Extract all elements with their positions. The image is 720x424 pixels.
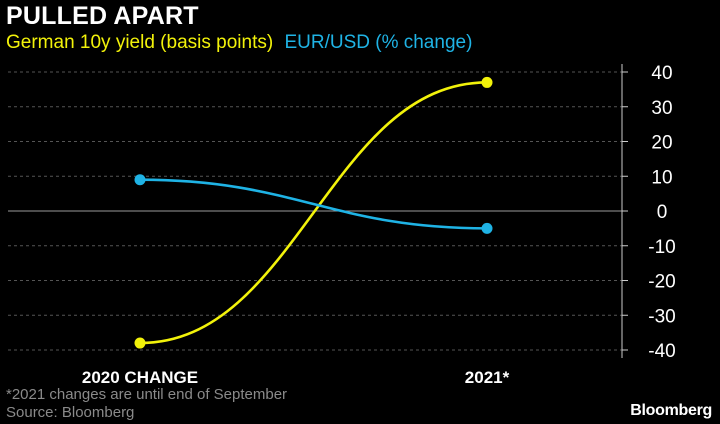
point-eur-usd [134, 174, 146, 186]
y-tick-label: 0 [657, 202, 668, 223]
point-german-yield [134, 337, 146, 349]
y-tick-label: 20 [651, 133, 672, 154]
grid-layer [8, 71, 622, 351]
line-eur-usd [139, 178, 488, 230]
chart-subtitle: German 10y yield (basis points) EUR/USD … [6, 32, 472, 54]
y-tick-label: 40 [651, 63, 672, 84]
footnote: *2021 changes are until end of September… [6, 386, 287, 422]
bloomberg-logo: Bloomberg [630, 402, 712, 419]
line-german-yield [139, 81, 488, 345]
x-category-label: 2021* [465, 368, 510, 387]
y-tick-label: -20 [648, 272, 675, 293]
series-layer [134, 76, 493, 349]
legend-german-yield: German 10y yield (basis points) [6, 32, 274, 53]
point-german-yield [481, 76, 493, 88]
footnote-text: *2021 changes are until end of September [6, 386, 288, 403]
chart-title: PULLED APART [6, 2, 199, 30]
y-tick-label: -40 [648, 341, 675, 362]
y-tick-label: -30 [648, 306, 675, 327]
y-tick-label: 30 [651, 98, 672, 119]
legend-eur-usd: EUR/USD (% change) [284, 32, 473, 53]
x-category-label: 2020 CHANGE [82, 368, 198, 387]
source-text: Source: Bloomberg [6, 404, 135, 421]
y-tick-label: 10 [651, 167, 672, 188]
y-tick-label: -10 [648, 237, 675, 258]
axis-layer: 40 30 20 10 0 -10 -20 -30 -40 2020 CHANGE 2021* [82, 63, 676, 387]
point-eur-usd [481, 222, 493, 234]
